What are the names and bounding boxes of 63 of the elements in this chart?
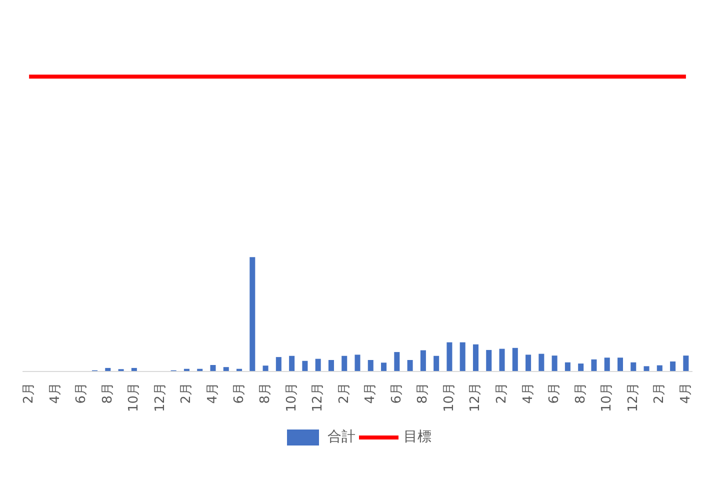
x-tick-label: 8月 xyxy=(416,382,431,404)
bar xyxy=(617,358,624,372)
bar xyxy=(670,361,676,372)
bar xyxy=(315,358,321,372)
x-tick-label: 2月 xyxy=(22,382,37,404)
bar xyxy=(552,356,558,372)
bar xyxy=(499,348,505,372)
x-tick-label: 12月 xyxy=(152,382,168,412)
bar xyxy=(683,356,689,372)
bar xyxy=(394,352,400,372)
x-tick-label: 6月 xyxy=(547,382,562,404)
bar xyxy=(381,362,387,372)
bar xyxy=(250,257,256,372)
bar xyxy=(368,360,374,372)
bar xyxy=(223,367,229,372)
x-tick-label: 10月 xyxy=(284,382,300,412)
x-tick-label: 2月 xyxy=(652,382,668,404)
x-tick-label: 6月 xyxy=(74,382,90,404)
x-tick-label: 6月 xyxy=(389,382,404,404)
bar xyxy=(210,365,216,372)
bar xyxy=(591,359,597,372)
bar xyxy=(354,354,360,372)
bar xyxy=(420,350,426,372)
bar xyxy=(604,358,610,372)
x-tick-label: 8月 xyxy=(258,382,274,404)
bar xyxy=(342,356,348,372)
bar xyxy=(472,344,478,372)
bar xyxy=(276,357,282,372)
x-tick-label: 12月 xyxy=(626,382,641,412)
bar xyxy=(446,342,452,372)
x-tick-label: 10月 xyxy=(442,382,457,412)
bar xyxy=(486,350,492,372)
bar xyxy=(526,354,532,372)
bar xyxy=(407,360,413,372)
x-tick-label: 8月 xyxy=(573,382,588,404)
x-tick-label: 8月 xyxy=(100,382,116,404)
x-tick-label: 10月 xyxy=(126,382,142,412)
x-tick-label: 4月 xyxy=(520,382,536,404)
x-tick-label: 4月 xyxy=(48,382,63,404)
x-tick-label: 12月 xyxy=(468,382,484,412)
legend-label: 目標 xyxy=(404,428,432,446)
x-tick-label: 4月 xyxy=(363,382,378,404)
bar xyxy=(578,364,584,372)
bar xyxy=(630,362,636,372)
bar xyxy=(512,348,518,372)
x-tick-label: 6月 xyxy=(232,382,247,404)
bar xyxy=(262,366,268,372)
bar xyxy=(538,354,544,372)
bar xyxy=(564,362,570,372)
bar xyxy=(644,366,650,372)
bar xyxy=(289,356,295,372)
x-tick-label: 4月 xyxy=(205,382,220,404)
bar xyxy=(460,342,466,372)
bar xyxy=(302,360,308,372)
x-tick-label: 2月 xyxy=(179,382,194,404)
legend-label: 合計 xyxy=(328,428,356,446)
x-tick-label: 10月 xyxy=(600,382,615,412)
bar xyxy=(434,356,440,372)
x-tick-label: 2月 xyxy=(494,382,510,404)
x-tick-label: 4月 xyxy=(678,382,694,404)
x-tick-label: 2月 xyxy=(336,382,352,404)
bar xyxy=(328,360,334,372)
x-tick-label: 12月 xyxy=(310,382,326,412)
